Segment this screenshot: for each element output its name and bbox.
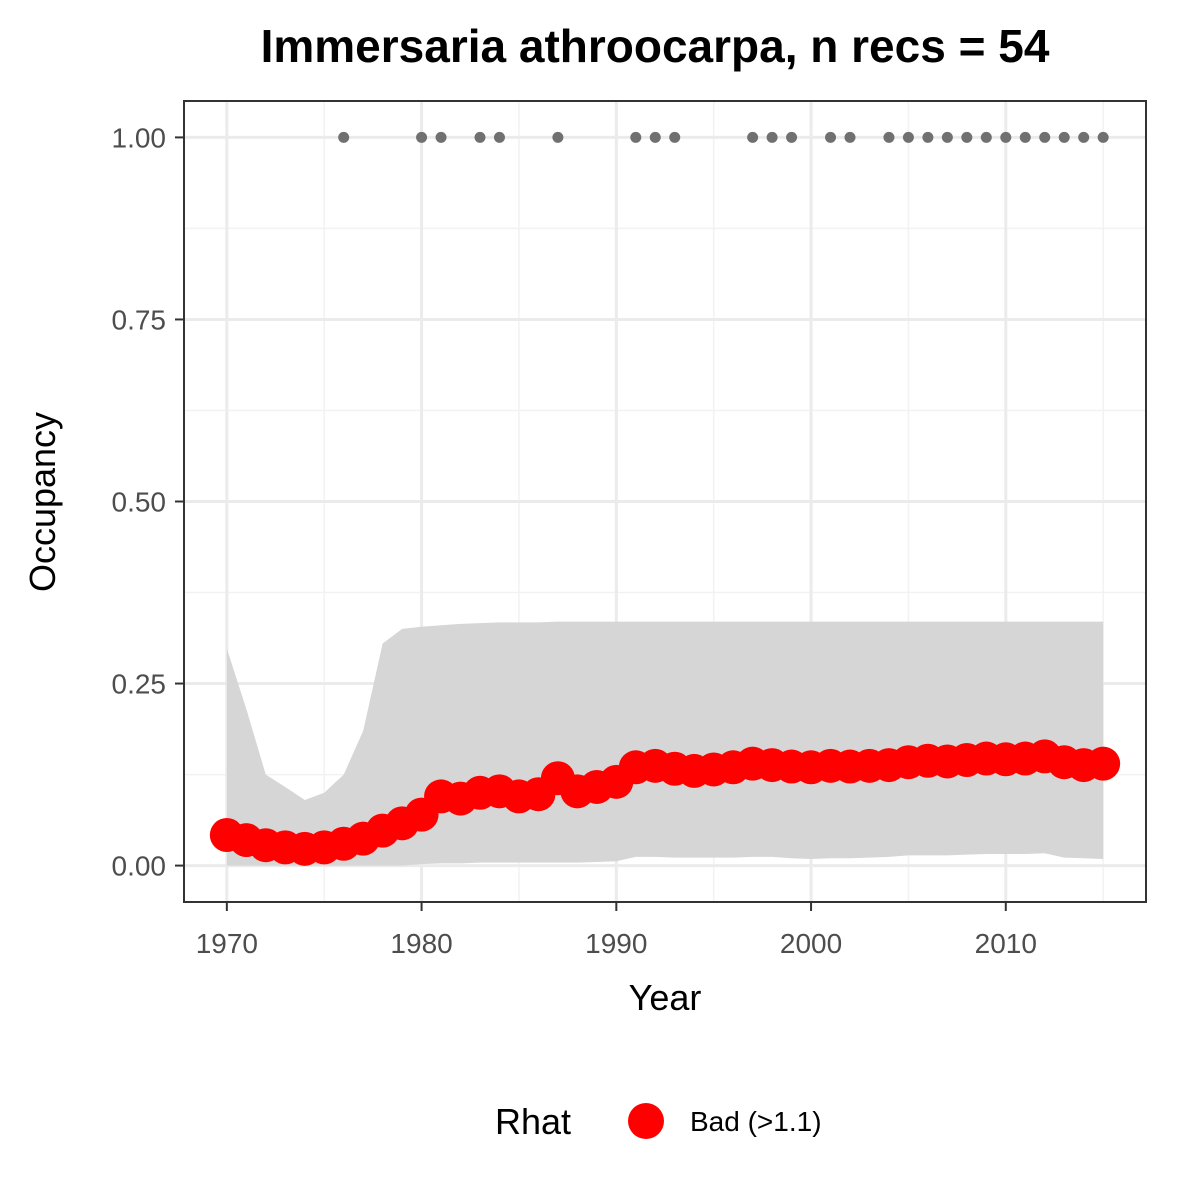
record-point bbox=[416, 131, 428, 143]
record-point bbox=[1019, 131, 1031, 143]
record-point bbox=[825, 131, 837, 143]
x-axis: 1970 1980 1990 2000 2010 bbox=[196, 902, 1037, 959]
record-point bbox=[1078, 131, 1090, 143]
record-point bbox=[338, 131, 350, 143]
record-points bbox=[338, 131, 1109, 143]
record-point bbox=[669, 131, 681, 143]
record-point bbox=[786, 131, 798, 143]
x-tick-label: 2010 bbox=[975, 928, 1037, 959]
record-point bbox=[766, 131, 778, 143]
y-tick-label: 0.25 bbox=[112, 669, 167, 700]
record-point bbox=[1000, 131, 1012, 143]
record-point bbox=[552, 131, 564, 143]
record-point bbox=[649, 131, 661, 143]
record-point bbox=[980, 131, 992, 143]
legend-swatch-bad bbox=[628, 1103, 664, 1139]
y-tick-label: 1.00 bbox=[112, 122, 167, 153]
record-point bbox=[961, 131, 973, 143]
record-point bbox=[844, 131, 856, 143]
legend: Rhat Bad (>1.1) bbox=[495, 1101, 822, 1142]
record-point bbox=[1058, 131, 1070, 143]
x-tick-label: 1980 bbox=[390, 928, 452, 959]
record-point bbox=[902, 131, 914, 143]
x-axis-title: Year bbox=[629, 977, 702, 1018]
record-point bbox=[630, 131, 642, 143]
legend-label-bad: Bad (>1.1) bbox=[690, 1106, 822, 1137]
record-point bbox=[922, 131, 934, 143]
record-point bbox=[883, 131, 895, 143]
x-tick-label: 2000 bbox=[780, 928, 842, 959]
occupancy-points bbox=[209, 739, 1121, 866]
y-axis-title: Occupancy bbox=[22, 412, 63, 592]
record-point bbox=[474, 131, 486, 143]
y-tick-label: 0.75 bbox=[112, 304, 167, 335]
record-point bbox=[747, 131, 759, 143]
record-point bbox=[1039, 131, 1051, 143]
chart-title: Immersaria athroocarpa, n recs = 54 bbox=[261, 20, 1050, 72]
occupancy-point bbox=[1086, 746, 1121, 781]
x-tick-label: 1970 bbox=[196, 928, 258, 959]
record-point bbox=[435, 131, 447, 143]
y-tick-label: 0.00 bbox=[112, 851, 167, 882]
legend-title: Rhat bbox=[495, 1101, 571, 1142]
x-tick-label: 1990 bbox=[585, 928, 647, 959]
record-point bbox=[941, 131, 953, 143]
record-point bbox=[1097, 131, 1109, 143]
record-point bbox=[493, 131, 505, 143]
y-tick-label: 0.50 bbox=[112, 487, 167, 518]
y-axis: 0.00 0.25 0.50 0.75 1.00 bbox=[112, 122, 184, 882]
